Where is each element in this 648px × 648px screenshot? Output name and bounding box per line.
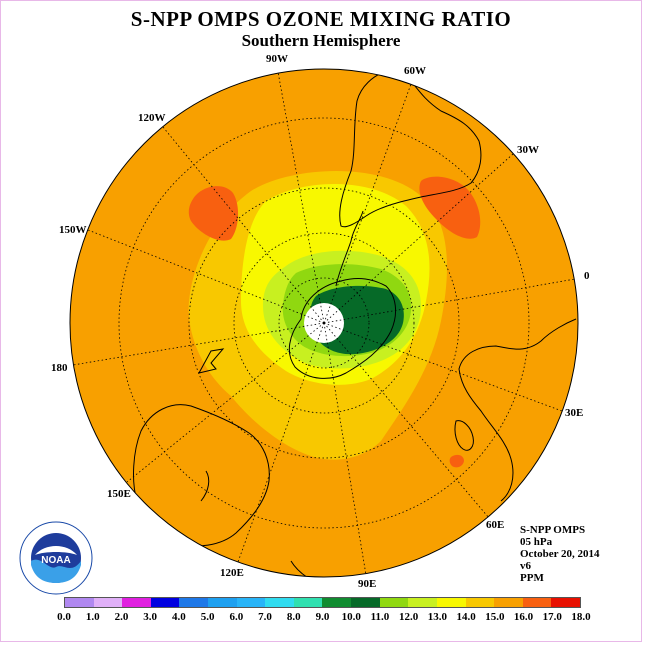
polar-map: 90W 60W 30W 0 30E 60E 90E 120E 150E 180 … xyxy=(51,53,590,590)
lon-label-30e: 30E xyxy=(565,407,583,419)
colorbar-label: 1.0 xyxy=(85,611,100,623)
colorbar-segment xyxy=(408,598,437,607)
colorbar-label: 16.0 xyxy=(513,611,534,623)
graticule xyxy=(72,71,576,576)
colorbar-segment xyxy=(208,598,237,607)
colorbar-label: 14.0 xyxy=(456,611,476,623)
lon-label-180: 180 xyxy=(51,362,68,374)
band-15-16-west xyxy=(188,186,239,241)
lon-label-0: 0 xyxy=(584,270,590,282)
info-pressure: 05 hPa xyxy=(520,536,553,548)
colorbar-labels: 0.0 1.0 2.0 3.0 4.0 5.0 6.0 7.0 8.0 9.0 10.0 11.0 12… xyxy=(57,611,591,625)
colorbar-label: 12.0 xyxy=(399,611,419,623)
colorbar-label: 8.0 xyxy=(286,611,301,623)
colorbar-segment xyxy=(351,598,380,607)
lon-label-60e: 60E xyxy=(486,519,504,531)
coastlines xyxy=(133,69,577,577)
colorbar-segment xyxy=(179,598,209,607)
colorbar-segment xyxy=(322,598,352,607)
band-15-16-east xyxy=(419,176,481,239)
colorbar-segment xyxy=(122,598,151,607)
colorbar-segment xyxy=(150,598,180,607)
map-title: S-NPP OMPS OZONE MIXING RATIO xyxy=(130,7,512,31)
colorbar-label: 9.0 xyxy=(315,611,330,623)
colorbar-segment xyxy=(494,598,523,607)
lon-label-150e: 150E xyxy=(107,488,131,500)
info-version: v6 xyxy=(520,560,531,572)
colorbar-segment xyxy=(265,598,294,607)
info-block: S-NPP OMPS 05 hPa October 20, 2014 v6 PP… xyxy=(520,524,600,584)
logo-text: NOAA xyxy=(41,555,70,566)
colorbar-label: 13.0 xyxy=(427,611,447,623)
colorbar-segment xyxy=(379,598,409,607)
colorbar-label: 4.0 xyxy=(172,611,186,623)
band-15-16-small xyxy=(449,454,464,468)
map-subtitle: Southern Hemisphere xyxy=(241,31,401,50)
colorbar-segment xyxy=(65,598,94,607)
colorbar-segment xyxy=(465,598,495,607)
lon-label-30w: 30W xyxy=(517,144,539,156)
colorbar-label: 2.0 xyxy=(114,611,129,623)
colorbar-segment xyxy=(551,598,580,607)
colorbar-label: 6.0 xyxy=(229,611,244,623)
map-border xyxy=(69,68,579,578)
info-units: PPM xyxy=(520,572,544,584)
colorbar-label: 10.0 xyxy=(341,611,361,623)
info-satellite: S-NPP OMPS xyxy=(520,524,586,536)
lon-label-120e: 120E xyxy=(220,567,244,579)
colorbar-label: 18.0 xyxy=(571,611,591,623)
colorbar-label: 7.0 xyxy=(258,611,272,623)
noaa-logo: NOAA xyxy=(19,521,93,595)
colorbar-segment xyxy=(436,598,466,607)
colorbar xyxy=(64,597,581,608)
colorbar-segment xyxy=(93,598,123,607)
colorbar-segment xyxy=(293,598,323,607)
lon-label-120w: 120W xyxy=(138,112,166,124)
info-date: October 20, 2014 xyxy=(520,548,600,560)
colorbar-label: 15.0 xyxy=(485,611,505,623)
colorbar-segment xyxy=(522,598,552,607)
colorbar-label: 0.0 xyxy=(57,611,71,623)
lon-label-150w: 150W xyxy=(59,224,87,236)
colorbar-label: 17.0 xyxy=(542,611,562,623)
lon-label-90e: 90E xyxy=(358,578,376,590)
colorbar-label: 11.0 xyxy=(370,611,390,623)
lon-label-90w: 90W xyxy=(266,53,288,65)
colorbar-segment xyxy=(236,598,266,607)
lon-label-60w: 60W xyxy=(404,65,426,77)
colorbar-label: 3.0 xyxy=(143,611,158,623)
colorbar-label: 5.0 xyxy=(200,611,215,623)
